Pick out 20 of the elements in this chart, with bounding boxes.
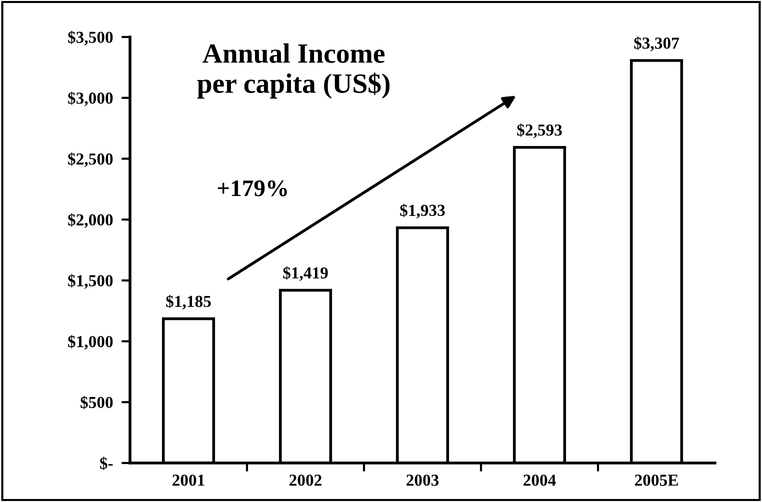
y-tick-label: $500 [80, 396, 113, 410]
y-tick-label: $2,000 [68, 213, 113, 228]
x-tick-label: 2004 [524, 474, 556, 486]
x-tick-label: 2001 [172, 474, 204, 486]
y-tick-label: $2,500 [68, 152, 113, 168]
y-tick-label: $1,500 [68, 274, 113, 289]
y-tick-label: $3,500 [68, 30, 113, 46]
data-label: $1,185 [166, 294, 211, 310]
data-label: $3,307 [634, 36, 680, 52]
y-tick-label: $- [100, 456, 113, 470]
data-label: $1,419 [283, 266, 328, 281]
x-tick-label: 2002 [290, 474, 322, 486]
data-label: $2,593 [517, 123, 562, 138]
y-tick-label: $3,000 [68, 92, 113, 106]
annotation: +179% [218, 180, 287, 196]
x-tick-label: 2005E [634, 474, 678, 486]
text: Annual Income per capita (US$) [197, 43, 390, 99]
x-tick-label: 2003 [406, 474, 439, 486]
y-tick-label: $1,000 [68, 335, 113, 350]
data-label: $1,933 [400, 204, 445, 218]
